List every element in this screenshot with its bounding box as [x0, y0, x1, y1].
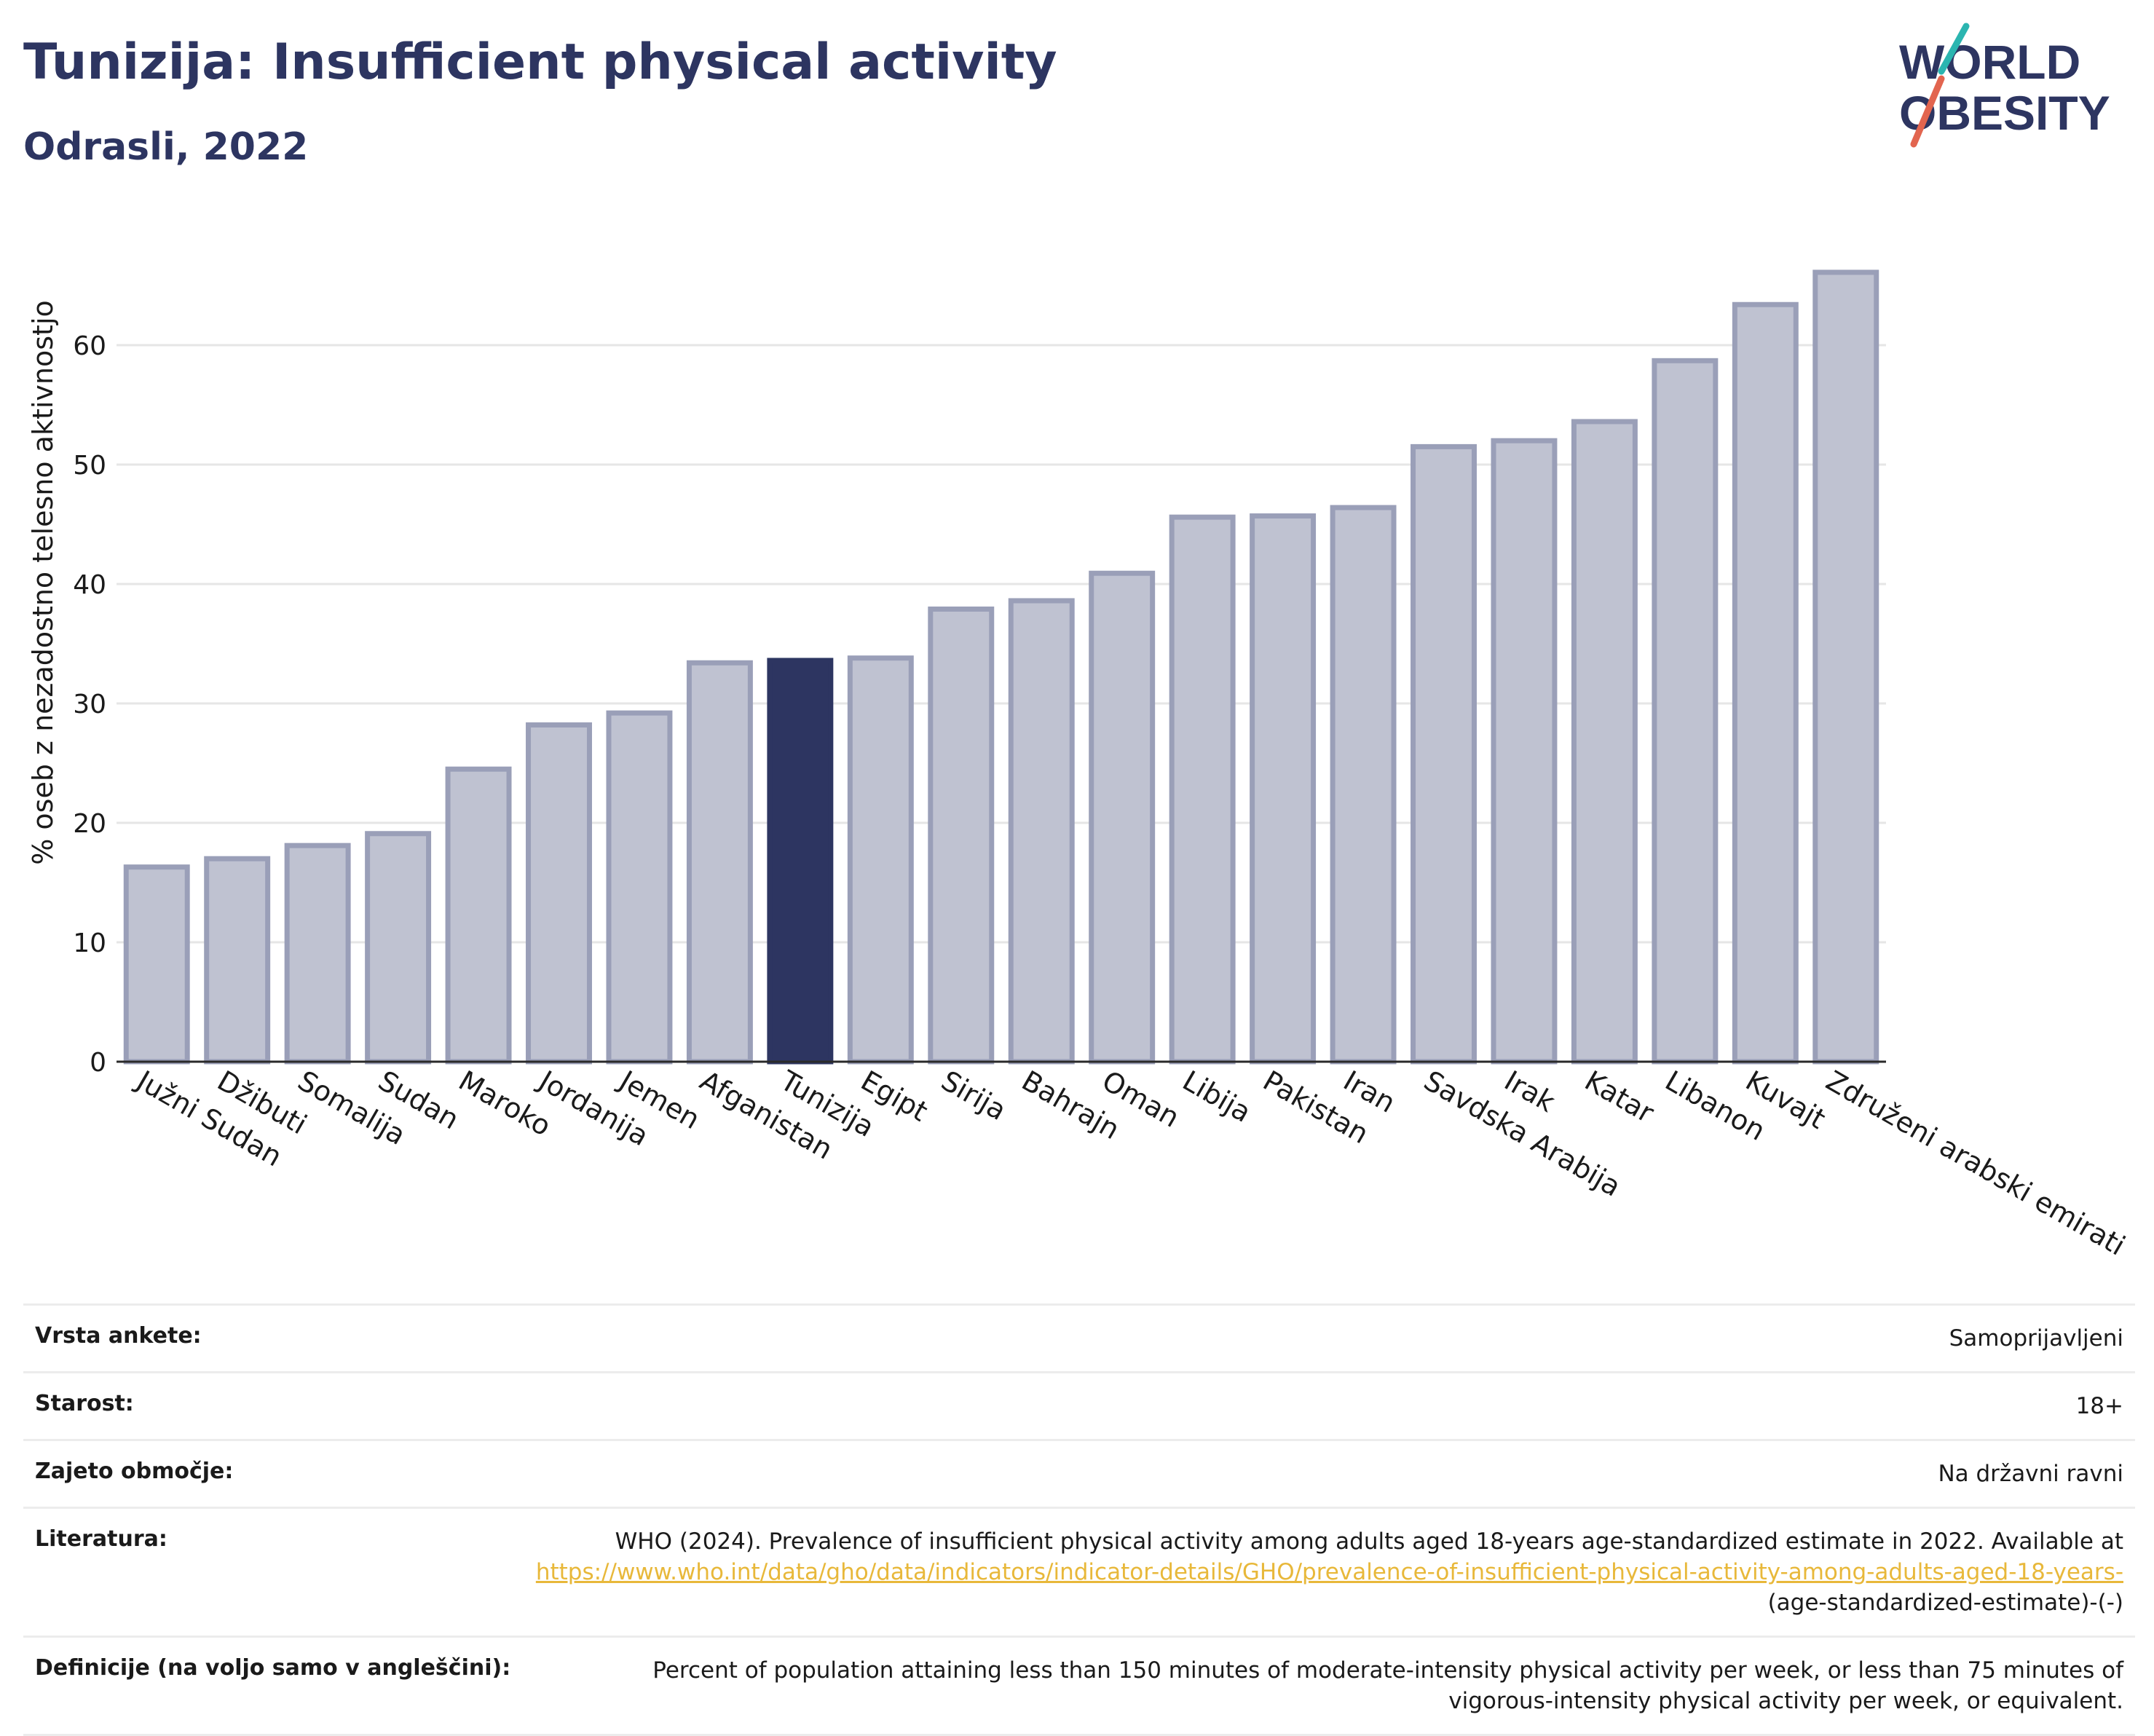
bar	[1169, 514, 1236, 1065]
meta-value: WHO (2024). Prevalence of insufficient p…	[501, 1526, 2123, 1618]
meta-row-survey-type: Vrsta ankete: Samoprijavljeni	[23, 1303, 2135, 1371]
meta-value: Samoprijavljeni	[1949, 1325, 2123, 1352]
meta-row-definition: Definicije (na voljo samo v angleščini):…	[23, 1636, 2135, 1736]
meta-label: Starost:	[35, 1391, 134, 1416]
x-tick-labels: Južni SudanDžibutiSomalijaSudanMarokoJor…	[130, 1064, 2131, 1262]
bar-chart: 0 10 20 30 40 50 60 Južni SudanDžibutiSomalija…	[27, 269, 2131, 1262]
bar	[284, 843, 351, 1065]
bar	[445, 766, 512, 1065]
metadata-table: Vrsta ankete: Samoprijavljeni Starost: 1…	[23, 1303, 2135, 1736]
y-tick-label: 20	[73, 809, 106, 839]
x-tick-label: Združeni arabski emirati	[1820, 1065, 2131, 1262]
meta-label: Vrsta ankete:	[35, 1323, 202, 1349]
bar	[1330, 505, 1397, 1065]
bar-highlighted	[767, 658, 834, 1065]
bar	[1089, 570, 1156, 1065]
bar	[928, 606, 995, 1065]
y-tick-label: 40	[73, 570, 106, 600]
meta-label: Zajeto območje:	[35, 1459, 234, 1484]
y-tick-label: 60	[73, 331, 106, 361]
meta-value: Percent of population attaining less tha…	[652, 1657, 2123, 1714]
world-obesity-logo: WORLD OBESITY	[1899, 23, 2110, 148]
bar	[526, 722, 592, 1065]
reference-link[interactable]: https://www.who.int/data/gho/data/indica…	[535, 1559, 2123, 1585]
svg-text:OBESITY: OBESITY	[1899, 86, 2110, 140]
bar	[1411, 443, 1477, 1065]
y-axis-label: % oseb z nezadostno telesno aktivnostjo	[27, 300, 59, 865]
bars	[123, 269, 1879, 1065]
bar	[1571, 419, 1638, 1065]
reference-suffix: (age-standardized-estimate)-(-)	[1767, 1590, 2123, 1616]
y-tick-label: 50	[73, 451, 106, 481]
bar	[606, 710, 673, 1065]
x-tick-label: Maroko	[454, 1065, 557, 1143]
bar	[1491, 438, 1558, 1065]
meta-label: Literatura:	[35, 1526, 167, 1552]
meta-row-references: Literatura: WHO (2024). Prevalence of in…	[23, 1507, 2135, 1636]
reference-text: WHO (2024). Prevalence of insufficient p…	[615, 1528, 2123, 1555]
page-title: Tunizija: Insufficient physical activity	[23, 33, 1057, 91]
y-tick-label: 10	[73, 928, 106, 958]
y-tick-labels: 0 10 20 30 40 50 60	[73, 331, 106, 1078]
svg-text:WORLD: WORLD	[1899, 35, 2080, 89]
bar	[1008, 598, 1075, 1065]
y-tick-label: 30	[73, 690, 106, 719]
bar	[1732, 301, 1799, 1065]
bar	[686, 660, 753, 1065]
bar	[123, 864, 190, 1065]
bar	[847, 655, 914, 1065]
meta-label: Definicije (na voljo samo v angleščini):	[35, 1655, 511, 1681]
bar	[1250, 513, 1317, 1065]
bar	[1652, 358, 1719, 1065]
meta-row-age: Starost: 18+	[23, 1371, 2135, 1439]
y-tick-label: 0	[90, 1048, 106, 1078]
x-tick-label: Sirija	[936, 1065, 1011, 1127]
page-subtitle: Odrasli, 2022	[23, 125, 309, 169]
x-tick-label: Katar	[1579, 1065, 1660, 1129]
bar	[204, 856, 271, 1065]
meta-row-coverage: Zajeto območje: Na državni ravni	[23, 1439, 2135, 1507]
meta-value: 18+	[2075, 1393, 2123, 1419]
bar	[1812, 269, 1879, 1065]
meta-value: Na državni ravni	[1938, 1461, 2123, 1487]
x-tick-label: Libija	[1177, 1065, 1257, 1129]
bar	[365, 831, 432, 1065]
